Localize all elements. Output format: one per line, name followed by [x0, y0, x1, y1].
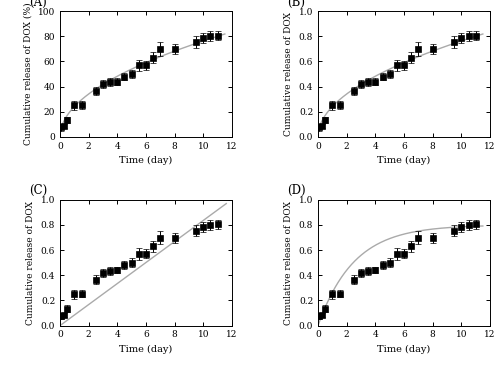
X-axis label: Time (day): Time (day) [120, 345, 172, 354]
Y-axis label: Cumulative release of DOX (%): Cumulative release of DOX (%) [24, 3, 32, 145]
Text: (D): (D) [287, 184, 306, 197]
Text: (C): (C) [29, 184, 48, 197]
X-axis label: Time (day): Time (day) [378, 345, 430, 354]
X-axis label: Time (day): Time (day) [120, 156, 172, 165]
Y-axis label: Cumulative release of DOX: Cumulative release of DOX [284, 12, 293, 136]
Y-axis label: Cumulative release of DOX: Cumulative release of DOX [284, 201, 293, 325]
Y-axis label: Cumulative release of DOX: Cumulative release of DOX [26, 201, 35, 325]
Text: (B): (B) [287, 0, 305, 9]
X-axis label: Time (day): Time (day) [378, 156, 430, 165]
Text: (A): (A) [29, 0, 47, 9]
